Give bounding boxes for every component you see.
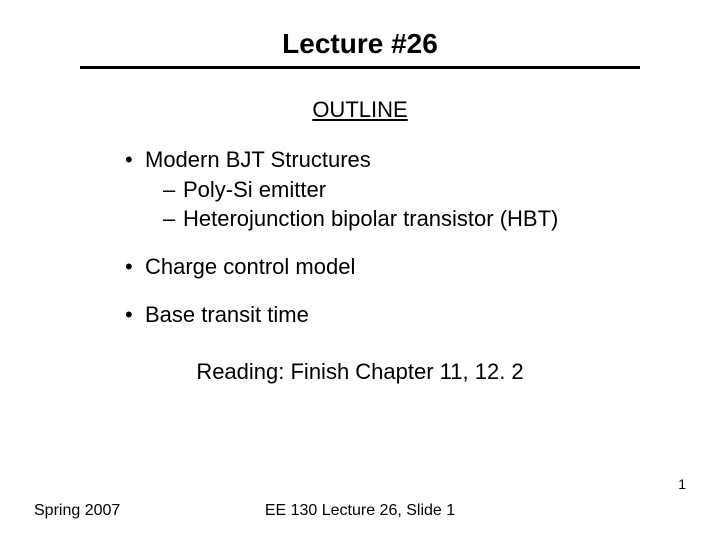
reading-note: Reading: Finish Chapter 11, 12. 2 [30,359,690,385]
outline-item-3: •Base transit time [125,300,690,330]
outline-item-3-label: Base transit time [145,302,309,327]
outline-subitem-1-2: –Heterojunction bipolar transistor (HBT) [163,204,690,234]
outline-item-1: •Modern BJT Structures –Poly-Si emitter … [125,145,690,234]
outline-heading: OUTLINE [30,97,690,123]
bullet-icon: • [125,252,145,282]
slide-container: Lecture #26 OUTLINE •Modern BJT Structur… [0,0,720,540]
outline-item-2-label: Charge control model [145,254,355,279]
outline-subitem-1-1-label: Poly-Si emitter [183,177,326,202]
title-underline [80,66,640,69]
outline-subitem-1-1: –Poly-Si emitter [163,175,690,205]
lecture-title: Lecture #26 [30,28,690,60]
bullet-icon: • [125,300,145,330]
outline-subitem-1-2-label: Heterojunction bipolar transistor (HBT) [183,206,558,231]
footer-center: EE 130 Lecture 26, Slide 1 [0,502,720,520]
outline-list: •Modern BJT Structures –Poly-Si emitter … [125,145,690,329]
dash-icon: – [163,175,183,205]
dash-icon: – [163,204,183,234]
outline-item-2: •Charge control model [125,252,690,282]
bullet-icon: • [125,145,145,175]
outline-item-1-label: Modern BJT Structures [145,147,371,172]
page-number: 1 [678,476,686,492]
